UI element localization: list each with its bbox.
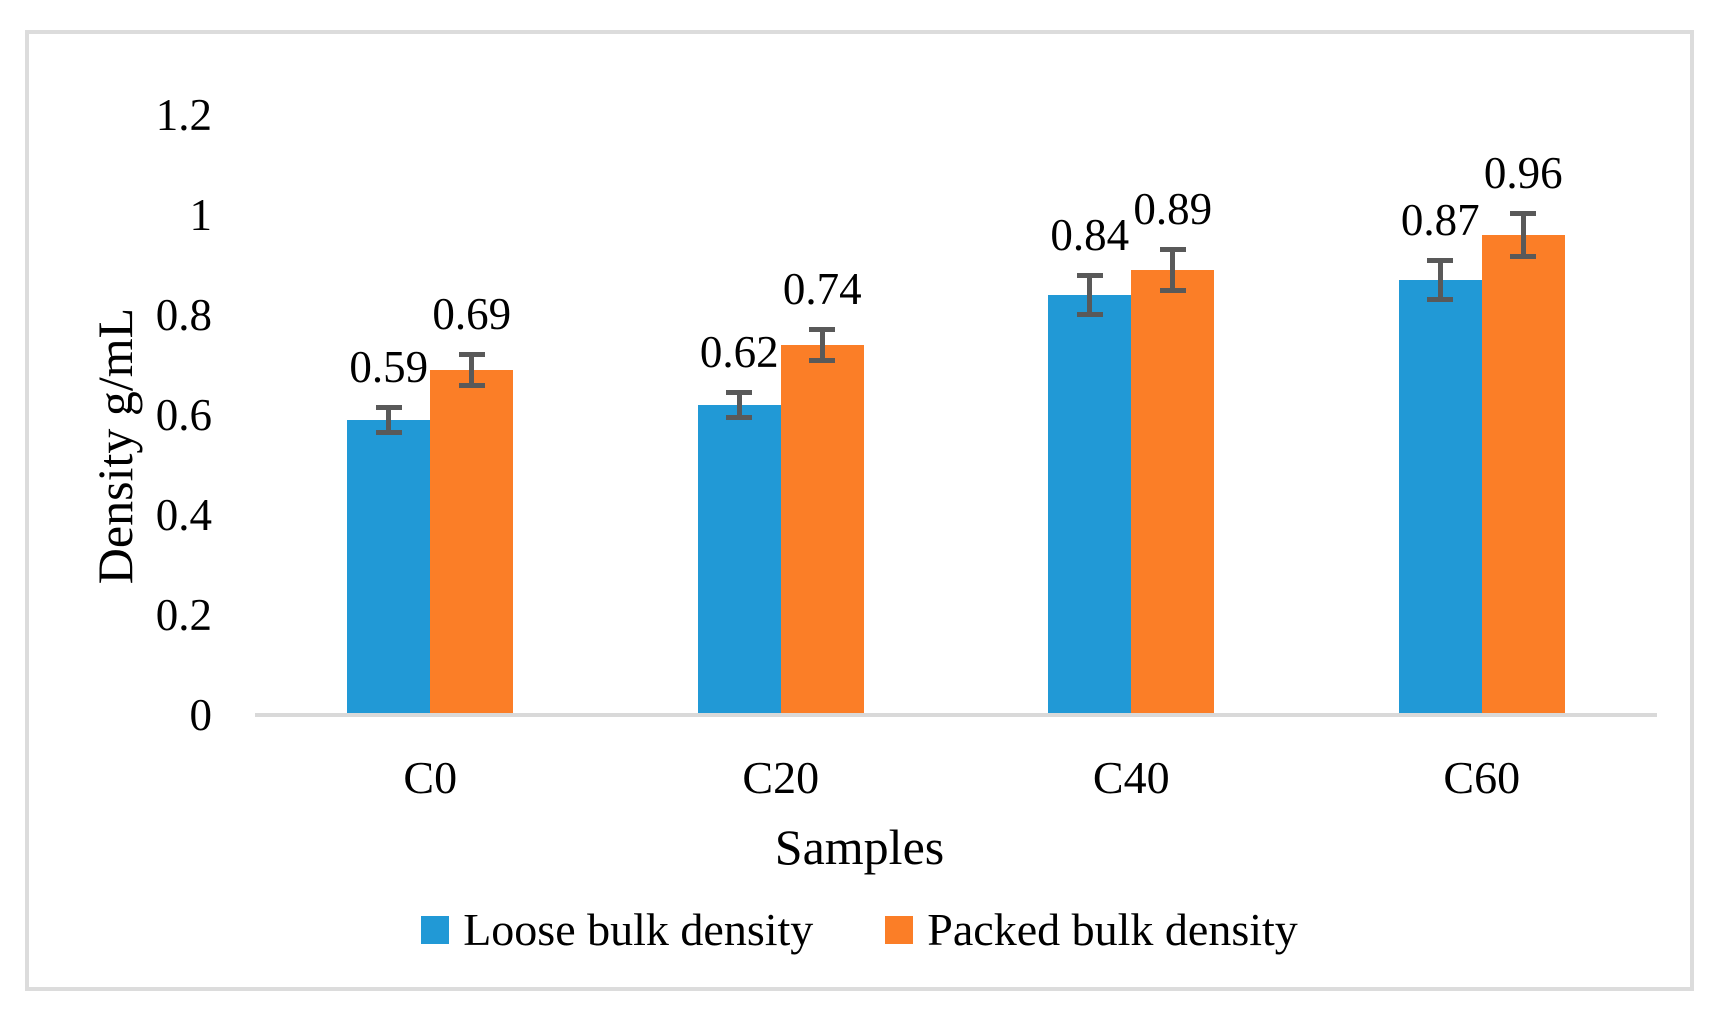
y-tick-label: 0 — [189, 690, 213, 740]
error-bar-cap-bottom — [1076, 312, 1103, 317]
error-bar-line — [1087, 273, 1093, 317]
error-bar-cap-top — [1159, 247, 1186, 252]
y-tick-label: 0.4 — [155, 490, 212, 540]
legend-item: Loose bulk density — [421, 905, 813, 955]
error-bar-cap-bottom — [1159, 288, 1186, 293]
error-bar-cap-top — [809, 327, 836, 332]
error-bar-cap-bottom — [375, 430, 402, 435]
bar-C40-series-0 — [1048, 295, 1132, 715]
error-bar-line — [386, 405, 392, 435]
bar-value-label: 0.59 — [349, 342, 429, 392]
error-bar-line — [1437, 258, 1443, 302]
error-bar-cap-bottom — [1510, 254, 1537, 259]
bar-value-label: 0.62 — [699, 327, 779, 377]
error-bar-cap-top — [726, 390, 753, 395]
error-bar-cap-top — [1510, 211, 1537, 216]
x-tick-label: C0 — [403, 752, 458, 803]
bar-value-label: 0.84 — [1050, 210, 1130, 260]
error-bar-cap-top — [1427, 258, 1454, 263]
bar-value-label: 0.96 — [1483, 148, 1563, 198]
error-bar-cap-top — [375, 405, 402, 410]
x-tick-label: C60 — [1443, 752, 1521, 803]
x-tick-label: C20 — [742, 752, 820, 803]
error-bar-line — [469, 352, 475, 388]
bar-value-label: 0.69 — [432, 289, 512, 339]
y-tick-label: 0.2 — [155, 590, 212, 640]
legend: Loose bulk density Packed bulk density — [25, 905, 1694, 955]
y-tick-label: 1.2 — [155, 90, 212, 140]
x-tick-label: C40 — [1092, 752, 1170, 803]
legend-swatch-icon — [885, 916, 914, 944]
bar-C0-series-0 — [347, 420, 431, 715]
bar-C20-series-1 — [780, 345, 864, 715]
bar-value-label: 0.89 — [1133, 184, 1213, 234]
error-bar-cap-top — [458, 352, 485, 357]
y-tick-label: 1 — [189, 190, 213, 240]
bar-C0-series-1 — [430, 370, 514, 715]
bar-C60-series-0 — [1398, 280, 1482, 715]
error-bar-cap-bottom — [1427, 297, 1454, 302]
legend-label: Packed bulk density — [927, 904, 1298, 955]
y-tick-label: 0.6 — [155, 390, 212, 440]
error-bar-cap-bottom — [458, 383, 485, 388]
y-axis-title: Density g/mL — [87, 307, 143, 585]
y-tick-label: 0.8 — [155, 290, 212, 340]
error-bar-cap-bottom — [809, 358, 836, 363]
legend-label: Loose bulk density — [463, 904, 814, 955]
error-bar-line — [736, 390, 742, 420]
plot-area: 0.59 0.69 0.62 0.74 0.84 0.89 0.87 0.96 — [255, 115, 1657, 715]
bar-C60-series-1 — [1481, 235, 1565, 715]
error-bar-line — [819, 327, 825, 363]
legend-swatch-icon — [421, 916, 450, 944]
x-axis-title: Samples — [774, 819, 945, 875]
bar-C40-series-1 — [1131, 270, 1215, 715]
x-axis-line — [255, 713, 1657, 717]
legend-item: Packed bulk density — [885, 905, 1298, 955]
bar-value-label: 0.87 — [1400, 195, 1480, 245]
error-bar-cap-bottom — [726, 415, 753, 420]
error-bar-line — [1170, 247, 1176, 293]
error-bar-line — [1520, 211, 1526, 259]
error-bar-cap-top — [1076, 273, 1103, 278]
bar-C20-series-0 — [697, 405, 781, 715]
bar-value-label: 0.74 — [782, 264, 862, 314]
